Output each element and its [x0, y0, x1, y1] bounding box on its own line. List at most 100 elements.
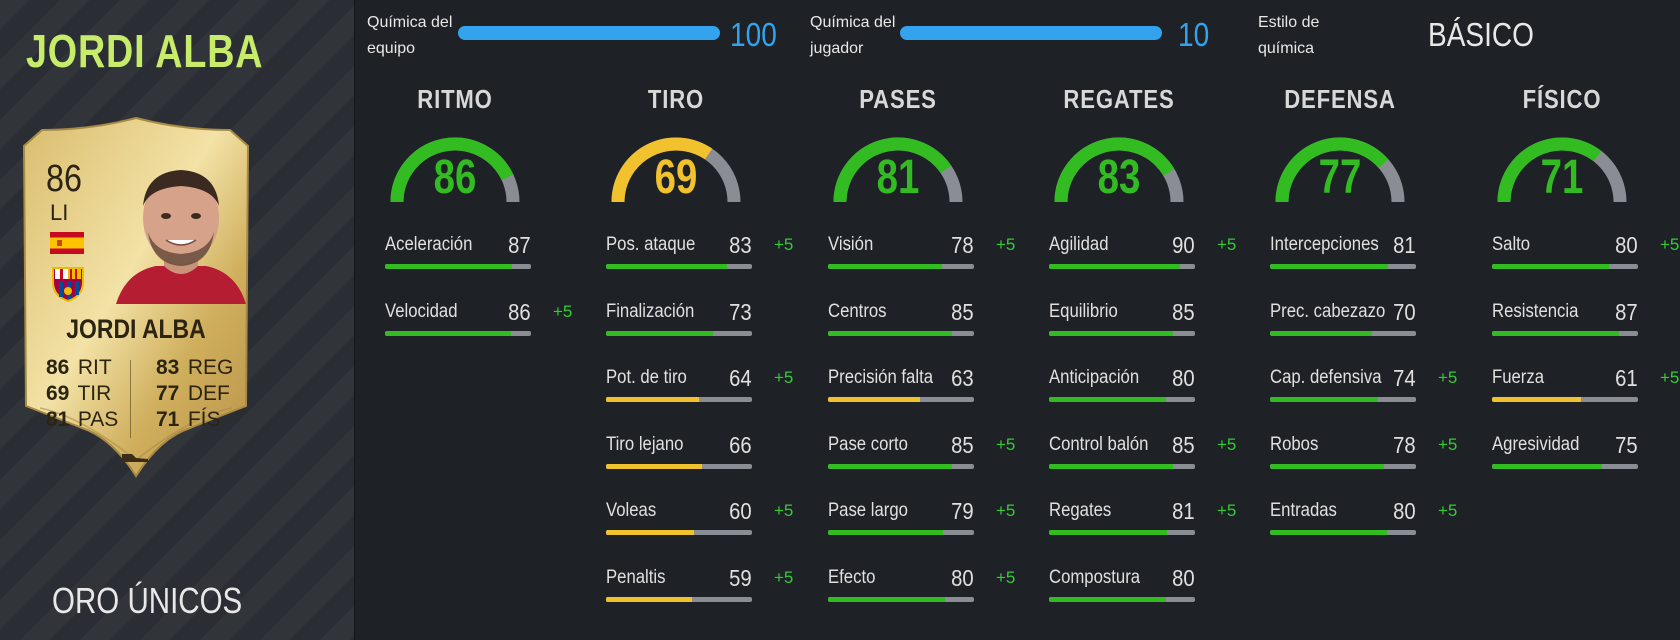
stat-label: Control balón: [1049, 433, 1149, 455]
stat-bar-track: [1492, 397, 1638, 402]
stat-bar-fill: [606, 463, 703, 469]
card-stat-reg: 83 REG: [156, 356, 234, 379]
stat-row-equilibrio: Equilibrio 85: [1049, 298, 1259, 361]
stat-label: Fuerza: [1492, 367, 1545, 388]
team-chemistry-value: 100: [730, 16, 777, 53]
stat-bar-fill: [828, 530, 944, 535]
stat-label: Prec. cabezazo: [1270, 300, 1386, 322]
column-title: DEFENSA: [1284, 84, 1396, 114]
stat-row-agilidad: Agilidad 90 +5: [1049, 232, 1259, 294]
stat-boost: +5: [1660, 235, 1680, 254]
stat-boost: +5: [1438, 501, 1458, 520]
stat-column-fisico: FÍSICO 71 Salto 80 +5 Resistencia 87 Fuerza 61 +5…: [1472, 84, 1680, 624]
stat-row-fuerza: Fuerza 61 +5: [1492, 365, 1680, 427]
stat-boost: +5: [774, 235, 794, 254]
stat-value: 79: [951, 498, 974, 524]
stat-value: 61: [1615, 365, 1638, 391]
stat-value: 80: [1172, 564, 1195, 591]
card-stat-def: 77 DEF: [156, 382, 230, 405]
stat-row-anticipacion: Anticipación 80: [1049, 365, 1259, 427]
stat-row-efecto: Efecto 80 +5: [828, 565, 1038, 627]
stat-bar-track: [1049, 596, 1195, 602]
column-title: REGATES: [1063, 84, 1175, 114]
stat-label: Aceleración: [385, 234, 473, 255]
stat-bar-fill: [828, 463, 953, 469]
gauge-fill: [611, 137, 713, 203]
stat-row-tiro-lejano: Tiro lejano 66: [606, 432, 816, 494]
stat-bar-track: [828, 596, 974, 602]
stat-label: Salto: [1492, 234, 1531, 255]
boot-icon: [122, 454, 148, 462]
stat-bar-track: [1270, 264, 1416, 269]
stat-row-centros: Centros 85: [828, 298, 1038, 361]
stat-bar-fill: [606, 397, 700, 402]
team-chemistry-label: Química del equipo: [367, 14, 453, 57]
stat-value: 70: [1393, 298, 1416, 325]
stat-label: Agilidad: [1049, 234, 1109, 255]
stat-label: Precisión falta: [828, 367, 934, 388]
stat-boost: +5: [996, 235, 1016, 254]
stat-value: 75: [1615, 431, 1638, 458]
stat-label: Intercepciones: [1270, 234, 1379, 255]
stat-bar-track: [1492, 463, 1638, 469]
stat-row-salto: Salto 80 +5: [1492, 232, 1680, 294]
stat-row-agresividad: Agresividad 75: [1492, 431, 1680, 494]
stat-row-resistencia: Resistencia 87: [1492, 299, 1680, 361]
stat-value: 73: [729, 298, 752, 325]
stat-bar-fill: [1270, 530, 1387, 535]
gauge-fill: [833, 137, 952, 203]
stat-boost: +5: [1217, 501, 1237, 520]
column-rating-value: 81: [876, 151, 920, 204]
gauge-fill: [390, 137, 514, 203]
stat-label: Penaltis: [606, 566, 666, 588]
card-stat-fis: 71 FÍS: [156, 408, 221, 431]
stat-bar-track: [828, 264, 974, 269]
stat-value: 80: [1393, 498, 1416, 524]
stat-row-robos: Robos 78 +5: [1270, 432, 1480, 494]
player-chemistry-value: 10: [1178, 16, 1210, 53]
stat-row-cap-defensiva: Cap. defensiva 74 +5: [1270, 365, 1480, 427]
stat-boost: +5: [1438, 368, 1458, 387]
stat-row-regates: Regates 81 +5: [1049, 498, 1259, 560]
stat-bar-track: [606, 397, 752, 402]
stat-boost: +5: [996, 434, 1016, 454]
stat-bar-track: [606, 264, 752, 269]
stat-label: Finalización: [606, 300, 695, 322]
stat-value: 86: [508, 298, 531, 325]
stat-bar-track: [1049, 530, 1195, 535]
stat-bar-fill: [1492, 330, 1620, 336]
stat-label: Anticipación: [1049, 367, 1140, 388]
stat-bar-fill: [1049, 330, 1174, 336]
stat-bar-fill: [1049, 264, 1181, 269]
stat-value: 78: [951, 232, 974, 258]
stat-row-compostura: Compostura 80: [1049, 564, 1259, 627]
stat-bar-fill: [1492, 463, 1602, 469]
stat-label: Entradas: [1270, 500, 1337, 521]
stat-value: 85: [951, 431, 974, 458]
chemistry-style-value[interactable]: BÁSICO: [1428, 16, 1534, 53]
stat-label: Pos. ataque: [606, 234, 696, 255]
stat-bar-track: [385, 264, 531, 269]
stat-value: 85: [951, 298, 974, 325]
stat-boost: +5: [774, 567, 794, 587]
stat-column-tiro: TIRO 69 Pos. ataque 83 +5 Finalización 73 Pot. …: [586, 84, 796, 624]
stat-label: Centros: [828, 300, 887, 322]
stat-value: 81: [1393, 232, 1416, 258]
stat-label: Agresividad: [1492, 433, 1580, 455]
column-title: TIRO: [647, 84, 705, 114]
player-card[interactable]: 86 LI JORDI ALB: [20, 116, 252, 478]
stat-boost: +5: [1438, 434, 1458, 454]
stat-row-aceleracion: Aceleración 87: [385, 232, 595, 294]
column-title: FÍSICO: [1522, 84, 1602, 114]
card-stat-rit: 86 RIT: [46, 356, 112, 379]
stat-value: 63: [951, 365, 974, 391]
rating-gauge: [611, 137, 741, 203]
stat-value: 80: [1172, 365, 1195, 391]
stat-bar-track: [828, 397, 974, 402]
stat-row-pot-de-tiro: Pot. de tiro 64 +5: [606, 365, 816, 427]
stat-label: Equilibrio: [1049, 300, 1118, 322]
stat-value: 85: [1172, 298, 1195, 325]
player-photo: [116, 170, 246, 304]
stat-row-precision-falta: Precisión falta 63: [828, 365, 1038, 427]
stat-value: 80: [1615, 232, 1638, 258]
